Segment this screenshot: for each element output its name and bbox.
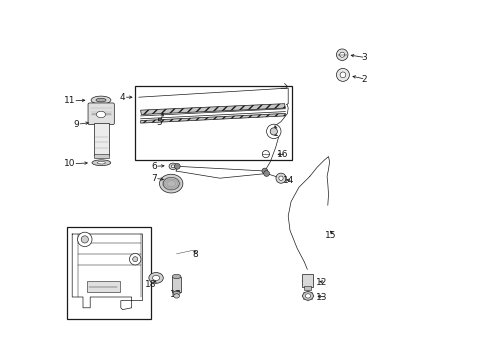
Ellipse shape xyxy=(160,174,183,193)
Ellipse shape xyxy=(98,161,105,164)
Circle shape xyxy=(81,236,88,243)
Circle shape xyxy=(276,173,286,183)
Bar xyxy=(94,123,109,155)
Text: 13: 13 xyxy=(317,292,328,302)
Circle shape xyxy=(270,128,277,135)
Polygon shape xyxy=(141,113,285,123)
Circle shape xyxy=(129,253,141,265)
Ellipse shape xyxy=(152,275,160,280)
Ellipse shape xyxy=(91,96,111,104)
Ellipse shape xyxy=(163,177,179,190)
Text: 15: 15 xyxy=(325,231,337,240)
Bar xyxy=(94,154,109,158)
Text: 3: 3 xyxy=(362,53,368,62)
Circle shape xyxy=(337,68,349,81)
Ellipse shape xyxy=(173,291,180,295)
Text: 6: 6 xyxy=(151,162,157,171)
Text: 5: 5 xyxy=(156,118,162,127)
Text: 16: 16 xyxy=(277,150,288,159)
Text: 12: 12 xyxy=(317,278,328,287)
FancyBboxPatch shape xyxy=(88,103,114,125)
Ellipse shape xyxy=(171,165,175,168)
Text: 17: 17 xyxy=(170,290,181,299)
Text: 11: 11 xyxy=(64,96,75,105)
Circle shape xyxy=(340,72,346,78)
Text: 9: 9 xyxy=(74,120,79,129)
Bar xyxy=(135,86,292,160)
Ellipse shape xyxy=(149,273,163,283)
Bar xyxy=(304,286,311,290)
Circle shape xyxy=(262,168,268,174)
Text: 8: 8 xyxy=(193,250,198,259)
Text: 4: 4 xyxy=(120,93,125,102)
Circle shape xyxy=(77,232,92,247)
Text: 14: 14 xyxy=(283,176,294,185)
Ellipse shape xyxy=(97,111,105,118)
Circle shape xyxy=(337,49,348,60)
Bar xyxy=(67,227,151,319)
Circle shape xyxy=(133,257,138,262)
Circle shape xyxy=(279,176,283,180)
Text: 7: 7 xyxy=(151,174,157,183)
Ellipse shape xyxy=(303,292,314,300)
Circle shape xyxy=(340,52,345,57)
Bar xyxy=(172,277,181,292)
Ellipse shape xyxy=(92,160,111,166)
Ellipse shape xyxy=(169,163,177,170)
Ellipse shape xyxy=(96,98,106,102)
Circle shape xyxy=(262,150,270,158)
Circle shape xyxy=(264,171,270,176)
Text: 1: 1 xyxy=(273,129,279,138)
Text: 10: 10 xyxy=(64,159,75,168)
Circle shape xyxy=(267,124,281,139)
Ellipse shape xyxy=(172,274,181,279)
Ellipse shape xyxy=(174,294,179,298)
Bar xyxy=(87,281,120,292)
Bar xyxy=(302,274,313,287)
Polygon shape xyxy=(141,104,285,114)
Circle shape xyxy=(174,163,180,169)
Ellipse shape xyxy=(305,294,311,298)
Text: 18: 18 xyxy=(145,280,156,289)
Text: 2: 2 xyxy=(362,75,368,84)
